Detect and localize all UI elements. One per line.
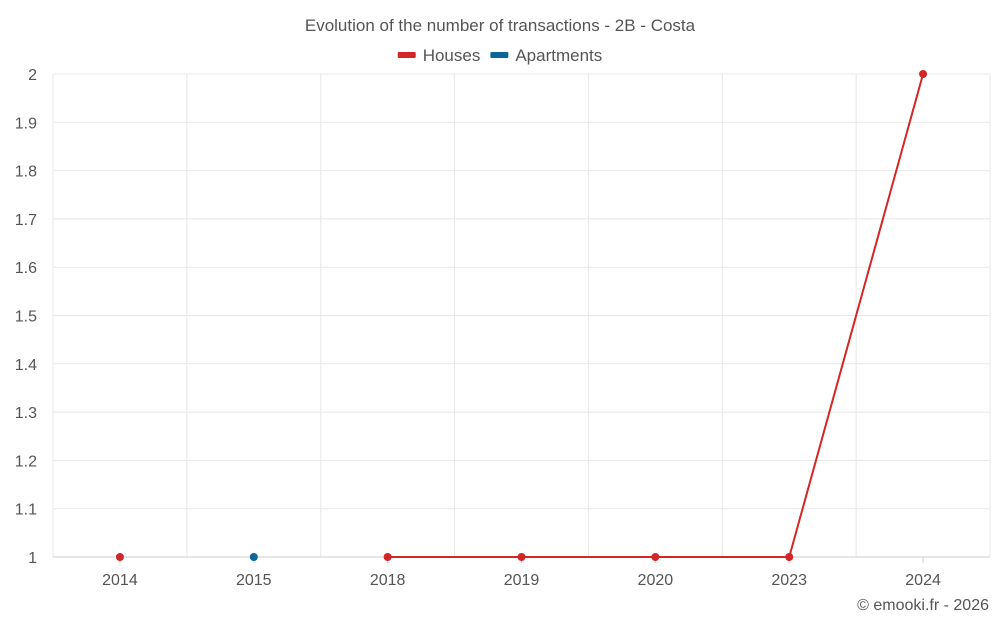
data-point-houses[interactable] bbox=[115, 553, 124, 561]
legend-swatch bbox=[397, 52, 416, 58]
y-tick-label: 1.9 bbox=[15, 115, 37, 132]
y-tick-label: 1.3 bbox=[15, 405, 37, 422]
x-tick-label: 2015 bbox=[236, 572, 272, 589]
legend-swatch bbox=[490, 52, 509, 58]
x-tick-label: 2014 bbox=[102, 572, 138, 589]
series-houses bbox=[115, 70, 928, 561]
axes: 1 1.1 1.2 1.3 1.4 1.5 1.6 1.7 1.8 1.9 2 2014 2015 201… bbox=[15, 67, 990, 589]
series-layer bbox=[115, 70, 928, 561]
y-tick-label: 2 bbox=[28, 67, 37, 84]
grid bbox=[52, 73, 991, 558]
y-tick-label: 1.8 bbox=[15, 164, 37, 181]
y-tick-label: 1.5 bbox=[15, 309, 37, 326]
data-point-houses[interactable] bbox=[785, 553, 794, 561]
data-point-houses[interactable] bbox=[517, 553, 526, 561]
x-tick-label: 2018 bbox=[370, 572, 406, 589]
legend-item-houses[interactable]: Houses bbox=[397, 46, 481, 65]
x-tick-label: 2019 bbox=[504, 572, 540, 589]
credit-text: © emooki.fr - 2026 bbox=[857, 597, 989, 614]
y-tick-label: 1.4 bbox=[15, 357, 37, 374]
x-tick-label: 2024 bbox=[905, 572, 941, 589]
data-point-houses[interactable] bbox=[919, 70, 928, 78]
x-tick-label: 2023 bbox=[771, 572, 807, 589]
x-tick-label: 2020 bbox=[638, 572, 674, 589]
legend-label: Houses bbox=[423, 46, 481, 65]
legend-label: Apartments bbox=[515, 46, 602, 65]
y-tick-label: 1.7 bbox=[15, 212, 37, 229]
legend: Houses Apartments bbox=[397, 46, 602, 65]
legend-item-apartments[interactable]: Apartments bbox=[490, 46, 602, 65]
chart-title: Evolution of the number of transactions … bbox=[305, 16, 696, 35]
data-point-houses[interactable] bbox=[383, 553, 392, 561]
y-tick-label: 1.6 bbox=[15, 260, 37, 277]
y-tick-label: 1 bbox=[28, 550, 37, 567]
data-point-apartments[interactable] bbox=[249, 553, 258, 561]
data-point-houses[interactable] bbox=[651, 553, 660, 561]
y-tick-label: 1.1 bbox=[15, 502, 37, 519]
y-tick-label: 1.2 bbox=[15, 453, 37, 470]
series-apartments bbox=[249, 553, 258, 561]
